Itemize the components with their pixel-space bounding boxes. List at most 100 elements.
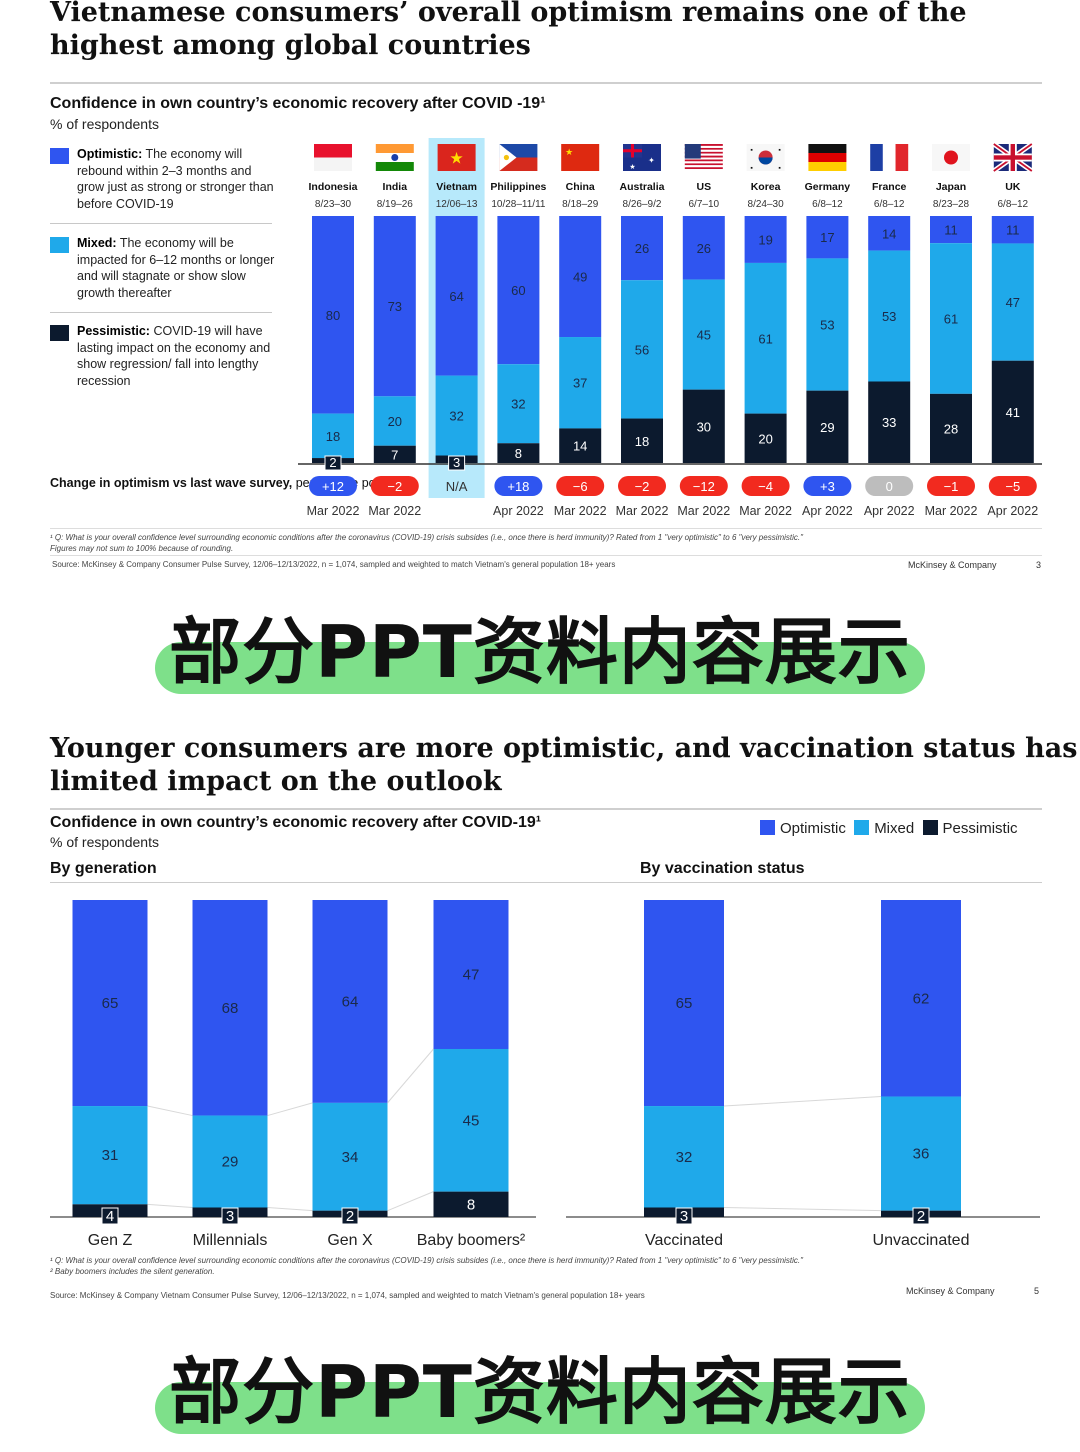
bar-segment-optimistic <box>192 900 268 1116</box>
data-label-optimistic: 62 <box>913 990 930 1007</box>
flag-us-icon <box>684 144 723 171</box>
flag-indonesia-icon <box>314 144 352 171</box>
flag-philippines-icon <box>499 144 538 171</box>
data-label-pessimistic: 41 <box>1006 405 1020 420</box>
country-label: France <box>872 181 907 193</box>
data-label-optimistic: 65 <box>102 995 119 1012</box>
bar-segment-optimistic <box>682 216 725 280</box>
connector-line <box>723 1096 882 1107</box>
country-label: Vietnam <box>436 181 477 193</box>
data-label-optimistic: 60 <box>511 283 525 298</box>
svg-text:▪: ▪ <box>750 165 753 172</box>
category-label: Vaccinated <box>645 1232 723 1249</box>
bar-segment-pessimistic <box>991 360 1034 463</box>
bar-segment-mixed <box>868 250 911 382</box>
bar-segment-pessimistic <box>682 389 725 463</box>
data-label-mixed: 32 <box>676 1149 693 1166</box>
small-value-box <box>101 1207 119 1225</box>
survey-date-label: 6/8–12 <box>874 199 905 210</box>
survey-date-label: 6/8–12 <box>812 199 843 210</box>
survey-date-label: 8/26–9/2 <box>623 199 662 210</box>
country-label: Philippines <box>490 181 546 193</box>
page-number: 3 <box>1036 560 1042 570</box>
connector-line <box>723 1206 882 1212</box>
page-number: 5 <box>1034 1286 1040 1296</box>
legend-text-mixed: The economy will be impacted for 6–12 mo… <box>77 236 275 300</box>
banner-text: 部分PPT资料内容展示 <box>169 610 911 694</box>
change-badge <box>803 476 852 496</box>
legend-text-optimistic: The economy will rebound within 2–3 mont… <box>77 147 274 211</box>
svg-text:▪: ▪ <box>750 147 753 154</box>
data-label-mixed: 61 <box>944 312 958 327</box>
chart-units: % of respondents <box>50 116 159 132</box>
last-wave-label: Apr 2022 <box>802 504 853 518</box>
last-wave-label: Mar 2022 <box>925 504 978 518</box>
last-wave-label: Mar 2022 <box>307 504 360 518</box>
change-value: −12 <box>693 479 715 494</box>
data-label-mixed: 56 <box>635 342 649 357</box>
data-label-mixed: 53 <box>882 309 896 324</box>
small-value-box <box>341 1207 359 1225</box>
svg-text:★: ★ <box>565 147 573 157</box>
data-label-mixed: 47 <box>1006 295 1020 310</box>
data-label-mixed: 32 <box>449 409 463 424</box>
data-label-mixed: 32 <box>511 397 525 412</box>
flag-germany-icon <box>808 144 847 171</box>
small-value-box <box>448 455 466 471</box>
legend: Optimistic Mixed Pessimistic <box>760 820 1018 837</box>
bar-segment-pessimistic <box>373 445 416 463</box>
legend-swatch-optimistic <box>760 820 775 835</box>
banner-1: 部分PPT资料内容展示 <box>0 602 1080 712</box>
connector-line <box>147 1203 193 1208</box>
footnote-2: Figures may not sum to 100% because of r… <box>50 544 234 553</box>
data-label-optimistic: 14 <box>882 226 896 241</box>
banner-text: 部分PPT资料内容展示 <box>169 1350 911 1434</box>
banner-highlight <box>155 642 925 694</box>
data-label-pessimistic: 20 <box>758 431 772 446</box>
survey-date-label: 8/24–30 <box>748 199 785 210</box>
change-badge <box>618 476 666 496</box>
survey-date-label: 8/18–29 <box>562 199 599 210</box>
legend-label-mixed: Mixed: <box>77 236 117 250</box>
legend-mixed: Mixed: The economy will be impacted for … <box>50 235 275 301</box>
slide2-title: Younger consumers are more optimistic, a… <box>50 732 1077 798</box>
country-label: China <box>566 181 595 193</box>
country-label: India <box>383 181 408 193</box>
data-label-optimistic: 68 <box>222 1000 239 1017</box>
legend-label-pessimistic: Pessimistic: <box>77 324 150 338</box>
flag-india-icon <box>375 144 414 171</box>
bar-segment-mixed <box>881 1096 961 1211</box>
country-label: Australia <box>620 181 665 193</box>
divider <box>50 808 1042 810</box>
legend-label-optimistic: Optimistic: <box>77 147 143 161</box>
bar-segment-mixed <box>644 1106 724 1208</box>
change-value: 0 <box>886 479 893 494</box>
change-value: −2 <box>635 479 650 494</box>
bar-segment-optimistic <box>930 216 972 244</box>
bar-segment-optimistic <box>497 216 540 365</box>
bar-segment-pessimistic <box>497 443 540 463</box>
footnote-1: ¹ Q: What is your overall confidence lev… <box>50 1256 803 1265</box>
bar-segment-pessimistic <box>806 390 849 463</box>
bar-segment-mixed <box>497 364 540 444</box>
bar-segment-pessimistic <box>559 428 602 463</box>
legend-swatch-mixed <box>854 820 870 835</box>
flag-korea-icon: ▪ ▪ ▪ ▪ <box>746 144 785 172</box>
data-label-mixed: 61 <box>758 331 772 346</box>
change-label-bold: Change in optimism vs last wave survey, <box>50 476 293 490</box>
change-badge <box>988 476 1037 496</box>
change-badge <box>679 476 728 496</box>
bar-segment-mixed <box>192 1115 268 1208</box>
connector-line <box>147 1105 193 1117</box>
category-label: Gen Z <box>88 1232 133 1249</box>
data-label-mixed: 18 <box>326 429 340 444</box>
data-label-optimistic: 47 <box>463 966 480 983</box>
legend-optimistic: Optimistic <box>780 820 846 837</box>
survey-date-label: 12/06–13 <box>436 199 478 210</box>
category-label: Baby boomers² <box>417 1232 526 1249</box>
data-label-pessimistic: 14 <box>573 439 587 454</box>
data-label-optimistic: 64 <box>342 993 359 1010</box>
slide1-title-line2: highest among global countries <box>50 30 531 61</box>
source: Source: McKinsey & Company Consumer Puls… <box>52 560 616 569</box>
source: Source: McKinsey & Company Vietnam Consu… <box>50 1291 645 1300</box>
